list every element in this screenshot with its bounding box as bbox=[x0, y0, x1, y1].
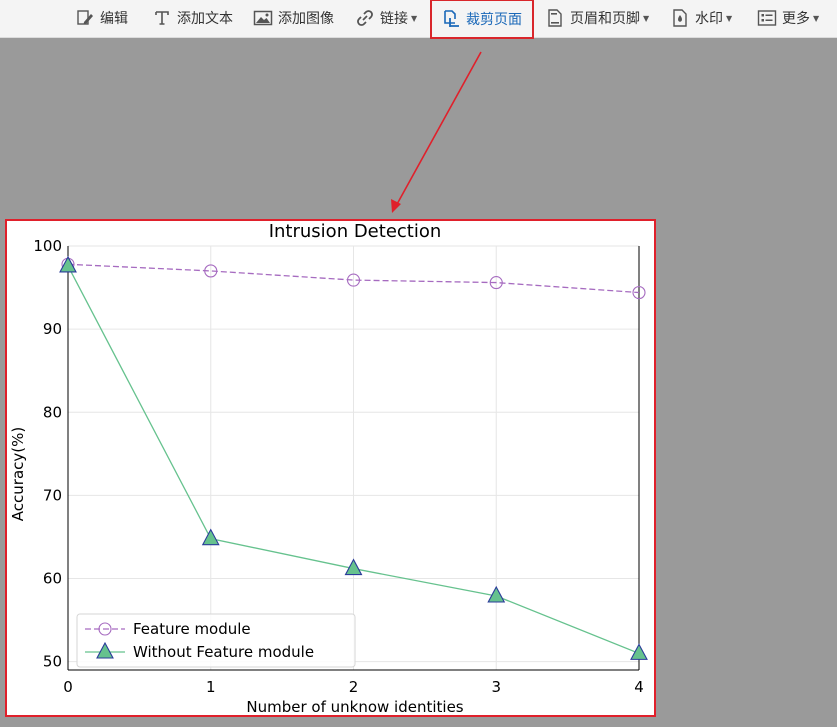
toolbar-more-label: 更多 bbox=[782, 11, 810, 27]
series-line bbox=[67, 263, 640, 294]
header-footer-icon bbox=[545, 8, 565, 28]
x-tick-label: 3 bbox=[491, 678, 501, 696]
y-tick-label: 80 bbox=[43, 403, 62, 421]
legend-marker bbox=[96, 641, 114, 659]
data-point bbox=[632, 286, 646, 300]
data-point bbox=[201, 528, 220, 546]
chevron-down-icon: ▼ bbox=[813, 13, 820, 23]
toolbar-crop-page-label: 裁剪页面 bbox=[466, 12, 522, 28]
legend-marker bbox=[98, 622, 112, 636]
toolbar-edit-button[interactable]: 编辑 bbox=[75, 0, 128, 36]
image-icon bbox=[253, 8, 273, 28]
chart-title: Intrusion Detection bbox=[269, 221, 442, 242]
data-point bbox=[630, 643, 648, 660]
edit-icon bbox=[75, 8, 95, 28]
y-tick-label: 70 bbox=[43, 486, 62, 504]
x-tick-label: 1 bbox=[206, 678, 216, 696]
link-icon bbox=[355, 8, 375, 28]
toolbar-watermark-button[interactable]: 水印 ▼ bbox=[670, 0, 732, 36]
toolbar-link-label: 链接 bbox=[380, 11, 408, 27]
axis-layer: 0 1 2 3 4 50 60 70 80 90 100 bbox=[33, 237, 643, 696]
legend-box bbox=[76, 613, 356, 668]
y-tick-label: 90 bbox=[43, 320, 62, 338]
data-point bbox=[204, 264, 218, 278]
y-tick-label: 100 bbox=[33, 237, 62, 255]
legend-label: Feature module bbox=[133, 620, 251, 638]
y-tick-label: 50 bbox=[43, 653, 62, 671]
x-axis-label: Number of unknow identities bbox=[246, 698, 463, 715]
toolbar: 编辑 添加文本 添加图像 链接 ▼ bbox=[0, 0, 837, 39]
chevron-down-icon: ▼ bbox=[726, 13, 733, 23]
legend-layer: Feature module Without Feature module bbox=[76, 613, 356, 668]
toolbar-header-footer-button[interactable]: 页眉和页脚 ▼ bbox=[545, 0, 649, 36]
line-chart: 0 1 2 3 4 50 60 70 80 90 100 Feature module Without… bbox=[7, 221, 654, 715]
toolbar-crop-page-button[interactable]: 裁剪页面 bbox=[430, 0, 534, 39]
crop-frame[interactable]: 0 1 2 3 4 50 60 70 80 90 100 Feature module Without… bbox=[5, 219, 656, 717]
more-icon bbox=[757, 8, 777, 28]
legend-label: Without Feature module bbox=[133, 643, 314, 661]
y-tick-label: 60 bbox=[43, 570, 62, 588]
toolbar-add-image-label: 添加图像 bbox=[278, 11, 334, 27]
text-icon bbox=[152, 8, 172, 28]
data-point bbox=[344, 558, 363, 576]
x-tick-label: 2 bbox=[349, 678, 359, 696]
series-layer bbox=[59, 255, 648, 660]
chevron-down-icon: ▼ bbox=[643, 13, 650, 23]
toolbar-add-text-label: 添加文本 bbox=[177, 11, 233, 27]
toolbar-add-text-button[interactable]: 添加文本 bbox=[152, 0, 233, 36]
toolbar-more-button[interactable]: 更多 ▼ bbox=[757, 0, 819, 36]
y-axis-label: Accuracy(%) bbox=[9, 427, 27, 521]
chevron-down-icon: ▼ bbox=[411, 13, 418, 23]
data-point bbox=[489, 276, 503, 290]
x-tick-label: 4 bbox=[634, 678, 644, 696]
crop-page-icon bbox=[441, 9, 461, 29]
data-point bbox=[346, 273, 361, 287]
toolbar-add-image-button[interactable]: 添加图像 bbox=[253, 0, 334, 36]
toolbar-header-footer-label: 页眉和页脚 bbox=[570, 11, 640, 27]
watermark-icon bbox=[670, 8, 690, 28]
toolbar-edit-label: 编辑 bbox=[100, 11, 128, 27]
x-tick-label: 0 bbox=[63, 678, 73, 696]
data-point bbox=[487, 585, 506, 603]
data-point bbox=[59, 255, 77, 273]
toolbar-watermark-label: 水印 bbox=[695, 11, 723, 27]
toolbar-link-button[interactable]: 链接 ▼ bbox=[355, 0, 417, 36]
